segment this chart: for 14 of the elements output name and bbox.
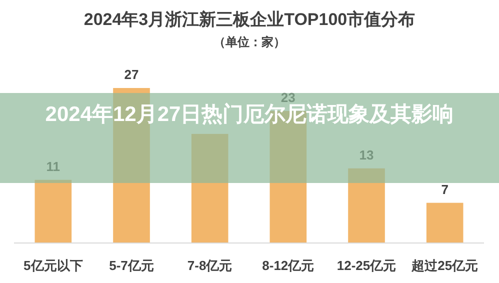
data-label: 7	[441, 182, 448, 197]
data-label: 23	[280, 90, 296, 105]
x-tick-label: 8-12亿元	[262, 258, 314, 273]
x-tick-label: 5-7亿元	[109, 258, 154, 273]
x-tick-label: 12-25亿元	[336, 258, 396, 273]
chart-subtitle: （单位：家）	[214, 35, 286, 49]
x-tick-label: 5亿元以下	[24, 258, 83, 273]
x-tick-label: 超过25亿元	[410, 258, 478, 273]
data-label: 11	[46, 158, 60, 174]
x-tick-label: 7-8亿元	[187, 258, 232, 273]
data-label: 27	[124, 67, 139, 82]
data-label: 13	[359, 147, 374, 162]
chart-title: 2024年3月浙江新三板企业TOP100市值分布	[84, 10, 416, 29]
annotation: 2024年12月27日热门厄尔尼诺现象及其影响	[44, 102, 455, 128]
